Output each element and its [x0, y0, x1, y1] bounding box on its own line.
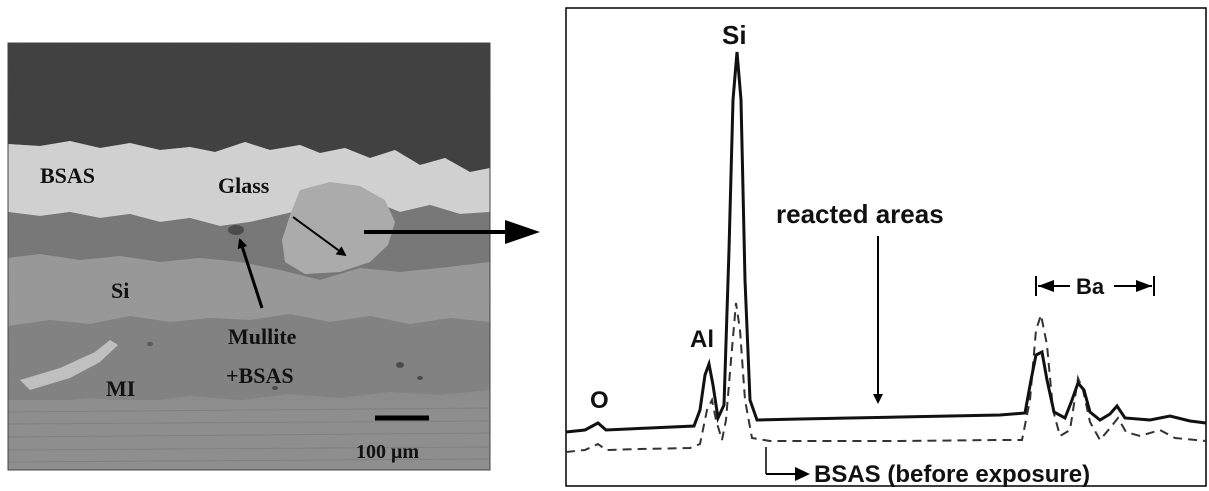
label-mi: MI — [106, 376, 135, 401]
peak-label-ba: Ba — [1076, 274, 1105, 299]
peak-label-al: Al — [690, 326, 714, 353]
glass-pointer-arrow — [292, 216, 347, 257]
peak-label-si: Si — [722, 20, 747, 50]
label-mullite: Mullite — [228, 324, 297, 349]
mullite-pointer-arrow — [237, 238, 264, 309]
peak-label-o: O — [590, 387, 609, 414]
sem-micrograph: BSAS Glass Si Mullite +BSAS MI 100 μm — [8, 43, 490, 470]
bsas-before-callout — [765, 447, 810, 481]
annotation-reacted-areas: reacted areas — [776, 199, 944, 229]
annotation-bsas-before-exposure: BSAS (before exposure) — [814, 461, 1090, 488]
ba-range-marker: Ba — [1035, 274, 1155, 299]
eds-spectrum: O Al Si Ba reacted areas BSAS (before ex… — [565, 7, 1207, 488]
label-glass: Glass — [218, 173, 270, 198]
label-plus-bsas: +BSAS — [226, 363, 294, 388]
scale-bar-label: 100 μm — [356, 441, 419, 463]
micrograph-border — [7, 42, 491, 471]
spectrum-frame — [565, 7, 1207, 487]
grain-overlay — [8, 43, 490, 470]
label-si: Si — [111, 278, 129, 303]
connector-arrow — [364, 220, 540, 244]
spectrum-solid-reacted — [565, 51, 1207, 434]
label-bsas: BSAS — [40, 163, 95, 188]
spectrum-dashed-before-exposure — [565, 302, 1207, 453]
